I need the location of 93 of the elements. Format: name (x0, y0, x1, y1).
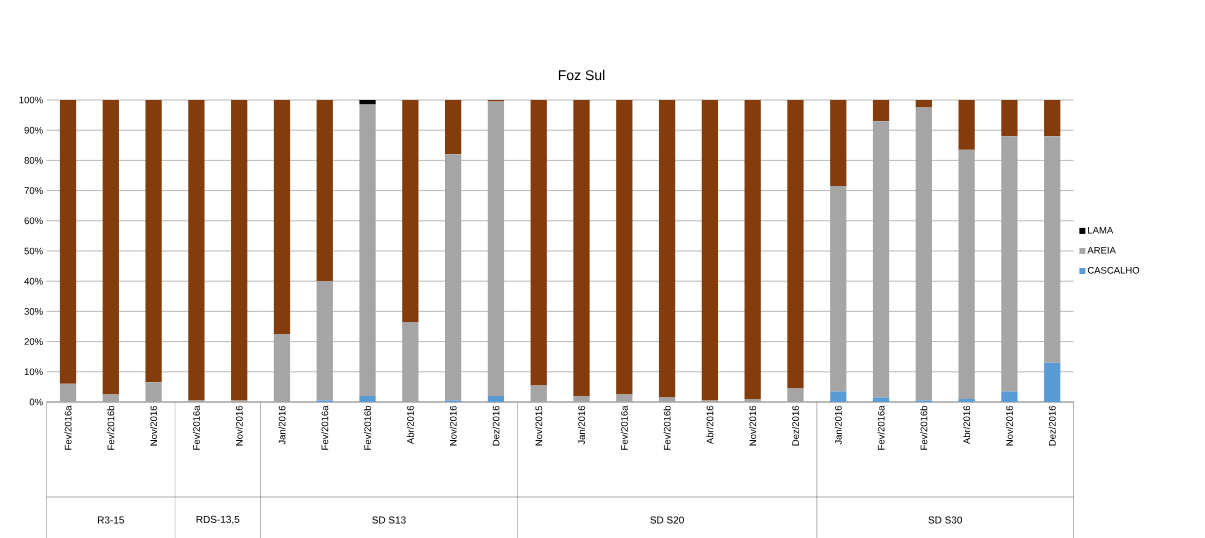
bar (915, 107, 932, 401)
x-axis-title: SD S30 (928, 516, 963, 524)
x-tick-label: Fev/2016a (620, 405, 628, 450)
bar (787, 388, 804, 402)
bar (958, 398, 975, 402)
bar (530, 385, 547, 402)
bar (316, 100, 333, 282)
y-tick-label: 80% (24, 157, 43, 164)
bar (530, 100, 547, 386)
x-tick-label: Nov/2016 (749, 405, 757, 446)
x-tick-label: Fev/2016a (64, 405, 72, 450)
bar (359, 100, 376, 105)
x-tick-label: Fev/2016b (663, 405, 671, 450)
x-tick-label: Dez/2016 (791, 405, 799, 446)
x-tick-label: Nov/2015 (535, 405, 543, 446)
bar (872, 121, 890, 398)
y-tick-label: 100% (19, 96, 43, 104)
x-tick-label: Fev/2016a (321, 405, 329, 450)
y-tick-label: 60% (24, 217, 43, 225)
y-tick-label: 70% (24, 187, 43, 194)
bar (830, 186, 847, 392)
bar (830, 391, 847, 402)
legend-label: AREIA (1087, 246, 1116, 254)
y-tick-label: 30% (24, 308, 43, 315)
bar (958, 100, 975, 150)
bar (445, 100, 462, 155)
bar (102, 100, 119, 395)
bar (830, 100, 847, 187)
bar (1001, 136, 1018, 392)
legend-label: CASCALHO (1087, 266, 1140, 274)
bar (1044, 100, 1061, 137)
bar (102, 394, 119, 402)
x-tick-label: Fev/2016b (107, 405, 115, 450)
chart-title: Foz Sul (558, 69, 605, 81)
bar (573, 395, 590, 402)
y-tick-label: 90% (24, 126, 43, 134)
bar (145, 382, 162, 402)
x-tick-label: Jan/2016 (834, 405, 842, 445)
x-tick-label: Abr/2016 (963, 405, 971, 445)
x-tick-label: Nov/2016 (1005, 405, 1013, 446)
x-tick-label: Nov/2016 (150, 405, 158, 446)
y-tick-label: 50% (24, 247, 43, 255)
legend-label: LAMA (1088, 226, 1114, 234)
bar (744, 100, 761, 399)
x-tick-label: Nov/2016 (235, 405, 243, 446)
bar (616, 394, 633, 402)
bar (872, 100, 890, 122)
x-axis-title: SD S13 (372, 516, 406, 524)
bar (958, 149, 975, 399)
x-tick-label: Nov/2016 (449, 405, 457, 446)
x-tick-label: Dez/2016 (1048, 405, 1056, 446)
x-tick-label: Fev/2016b (364, 405, 372, 450)
bar (487, 395, 505, 402)
bar (1001, 391, 1018, 402)
bar (744, 398, 761, 402)
x-axis-title: R3-15 (98, 516, 124, 524)
bar (59, 383, 77, 402)
bar (658, 100, 676, 398)
y-tick-label: 20% (24, 338, 43, 345)
x-tick-label: Jan/2016 (278, 405, 286, 445)
x-tick-label: Fev/2016b (920, 405, 928, 450)
bar (359, 104, 376, 396)
bar (59, 100, 77, 384)
bar (658, 397, 676, 402)
x-tick-label: Jan/2016 (578, 405, 585, 445)
bar (1044, 362, 1061, 402)
bar (1001, 100, 1018, 137)
bar (273, 100, 291, 335)
x-axis-title: RDS-13,5 (196, 515, 240, 525)
bar (402, 100, 419, 322)
y-tick-label: 40% (24, 277, 43, 285)
bar (915, 100, 932, 108)
bar (145, 100, 162, 383)
bar (701, 100, 719, 401)
y-tick-label: 10% (24, 368, 43, 376)
x-tick-label: Abr/2016 (406, 405, 414, 445)
x-tick-label: Abr/2016 (706, 405, 714, 445)
x-tick-label: Fev/2016a (877, 405, 885, 450)
x-tick-label: Fev/2016a (192, 405, 200, 450)
x-tick-label: Dez/2016 (492, 405, 500, 446)
bar (402, 321, 419, 402)
bar (445, 154, 462, 401)
bar (273, 334, 291, 402)
x-axis-title: SD S20 (650, 516, 684, 524)
bar (787, 100, 804, 389)
bar (359, 395, 376, 402)
bar (573, 100, 590, 396)
bar (487, 101, 505, 396)
bar (1044, 136, 1061, 363)
bar (316, 281, 333, 401)
bar (616, 100, 633, 395)
bar (872, 397, 890, 402)
y-tick-label: 0% (29, 398, 43, 406)
